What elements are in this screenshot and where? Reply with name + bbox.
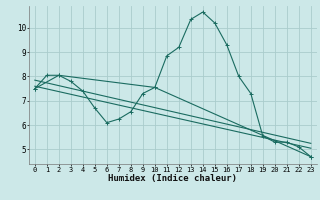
- X-axis label: Humidex (Indice chaleur): Humidex (Indice chaleur): [108, 174, 237, 183]
